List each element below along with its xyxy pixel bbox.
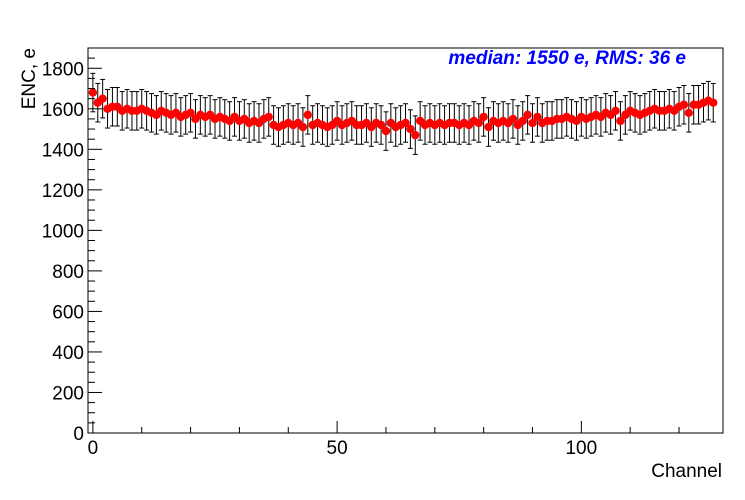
y-tick-label: 1600 bbox=[42, 100, 84, 121]
x-tick-label: 0 bbox=[88, 438, 99, 459]
y-tick-label: 1000 bbox=[42, 221, 84, 242]
y-tick-label: 600 bbox=[52, 302, 84, 323]
x-tick-label: 50 bbox=[327, 438, 348, 459]
data-point bbox=[186, 108, 195, 118]
data-point bbox=[264, 112, 273, 122]
data-point bbox=[709, 98, 718, 107]
data-markers bbox=[88, 88, 718, 140]
x-axis-ticks bbox=[92, 421, 680, 433]
data-point bbox=[98, 94, 107, 103]
data-point bbox=[533, 112, 542, 122]
data-point bbox=[679, 100, 689, 109]
y-tick-label: 200 bbox=[52, 383, 84, 404]
data-point bbox=[616, 116, 625, 126]
y-tick-label: 0 bbox=[73, 424, 84, 445]
data-point bbox=[479, 112, 488, 122]
data-point bbox=[303, 110, 313, 120]
x-axis-tick-labels: 0 50 100 bbox=[88, 438, 598, 459]
data-point bbox=[684, 108, 694, 118]
data-point bbox=[298, 122, 308, 132]
data-point bbox=[401, 118, 410, 128]
y-axis-tick-labels: 0 200 400 600 800 1000 1200 1400 1600 1800 bbox=[42, 59, 84, 445]
data-point bbox=[611, 106, 620, 116]
data-point bbox=[474, 118, 483, 128]
data-point bbox=[484, 122, 493, 132]
y-tick-label: 1800 bbox=[42, 59, 84, 80]
y-tick-label: 1400 bbox=[42, 140, 84, 161]
data-point bbox=[508, 114, 518, 124]
data-point bbox=[381, 126, 391, 136]
data-point bbox=[518, 116, 527, 126]
data-point bbox=[528, 118, 537, 128]
y-tick-label: 400 bbox=[52, 343, 84, 364]
data-point bbox=[88, 88, 98, 97]
y-axis-title: ENC, e bbox=[19, 48, 40, 109]
y-tick-label: 1200 bbox=[42, 181, 84, 202]
y-axis-ticks bbox=[88, 47, 102, 434]
data-point bbox=[376, 120, 386, 130]
data-point bbox=[406, 124, 415, 134]
x-axis-title: Channel bbox=[651, 461, 722, 482]
median-rms-annotation: median: 1550 e, RMS: 36 e bbox=[448, 48, 686, 69]
x-tick-label: 100 bbox=[565, 438, 597, 459]
data-point bbox=[411, 130, 420, 140]
data-point bbox=[523, 110, 532, 120]
y-tick-label: 800 bbox=[52, 262, 84, 283]
